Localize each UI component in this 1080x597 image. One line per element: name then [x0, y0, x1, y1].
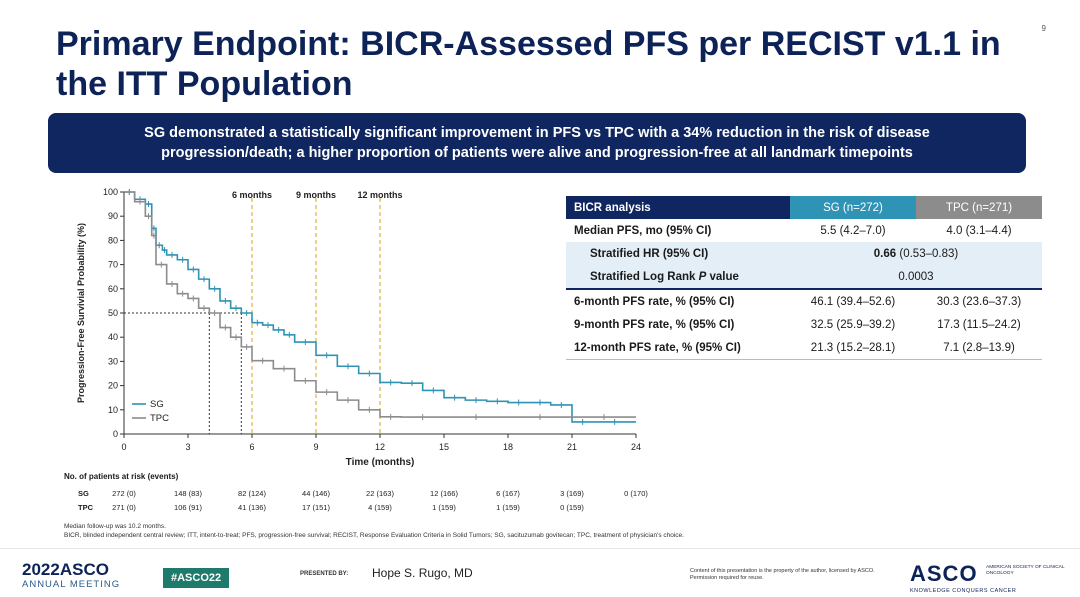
at-risk-label-tpc: TPC — [78, 503, 93, 512]
landmark-label: 9 months — [296, 190, 336, 200]
row-label: 12-month PFS rate, % (95% CI) — [574, 341, 741, 354]
row-hr-value: 0.66 (0.53–0.83) — [790, 242, 1042, 265]
key-finding-banner: SG demonstrated a statistically signific… — [48, 113, 1026, 173]
row-tpc-value: 7.1 (2.8–13.9) — [943, 341, 1015, 354]
page-number: 9 — [1041, 24, 1046, 33]
x-tick-label: 12 — [375, 442, 385, 452]
table-row-median-pfs: Median PFS, mo (95% CI) 5.5 (4.2–7.0) 4.… — [566, 219, 1042, 242]
at-risk-cell: 12 (166) — [430, 489, 458, 498]
row-label: 6-month PFS rate, % (95% CI) — [574, 295, 735, 308]
at-risk-cell: 0 (170) — [624, 489, 648, 498]
y-tick-label: 90 — [108, 211, 118, 221]
y-tick-label: 10 — [108, 405, 118, 415]
y-tick-label: 0 — [113, 429, 118, 439]
banner-text: SG demonstrated a statistically signific… — [144, 125, 930, 161]
row-tpc-value: 4.0 (3.1–4.4) — [946, 224, 1012, 237]
bicr-analysis-table: BICR analysis SG (n=272) TPC (n=271) Med… — [566, 196, 1042, 360]
row-label: Median PFS, mo (95% CI) — [574, 224, 712, 237]
at-risk-cell: 1 (159) — [432, 503, 456, 512]
hashtag-badge: #ASCO22 — [163, 568, 230, 588]
presenter-name: Hope S. Rugo, MD — [372, 566, 473, 580]
x-tick-label: 18 — [503, 442, 513, 452]
at-risk-cell: 3 (169) — [560, 489, 584, 498]
legend-label-sg: SG — [150, 399, 164, 410]
at-risk-cell: 148 (83) — [174, 489, 202, 498]
at-risk-cell: 0 (159) — [560, 503, 584, 512]
table-row-12mo: 12-month PFS rate, % (95% CI) 21.3 (15.2… — [566, 336, 1042, 360]
row-pvalue: 0.0003 — [790, 265, 1042, 290]
landmark-label: 12 months — [357, 190, 402, 200]
row-label: Stratified HR (95% CI) — [566, 242, 790, 265]
asco-society-name: AMERICAN SOCIETY OF CLINICAL ONCOLOGY — [986, 565, 1065, 576]
y-tick-label: 70 — [108, 260, 118, 270]
at-risk-cell: 272 (0) — [112, 489, 136, 498]
y-tick-label: 30 — [108, 356, 118, 366]
footnotes: Median follow-up was 10.2 months. BICR, … — [64, 522, 684, 540]
x-tick-label: 21 — [567, 442, 577, 452]
at-risk-cell: 82 (124) — [238, 489, 266, 498]
table-header-sg: SG (n=272) — [790, 196, 916, 219]
table-row-9mo: 9-month PFS rate, % (95% CI) 32.5 (25.9–… — [566, 313, 1042, 336]
logo-meeting: ANNUAL MEETING — [22, 579, 121, 590]
at-risk-cell: 271 (0) — [112, 503, 136, 512]
y-tick-label: 60 — [108, 284, 118, 294]
abbreviations-note: BICR, blinded independent central review… — [64, 532, 684, 539]
at-risk-cell: 106 (91) — [174, 503, 202, 512]
at-risk-label-sg: SG — [78, 489, 89, 498]
at-risk-table: No. of patients at risk (events) SG TPC … — [64, 472, 664, 520]
hr-ci: (0.53–0.83) — [899, 247, 959, 260]
x-tick-label: 0 — [121, 442, 126, 452]
at-risk-cell: 17 (151) — [302, 503, 330, 512]
x-tick-label: 3 — [185, 442, 190, 452]
hr-estimate: 0.66 — [873, 247, 897, 260]
row-sg-value: 46.1 (39.4–52.6) — [810, 295, 896, 308]
legend-label-tpc: TPC — [150, 413, 169, 424]
km-pfs-chart: 0 10 20 30 40 50 60 70 80 90 100 0 3 6 9 12 15 18 21 24 Time… — [76, 187, 641, 468]
row-sg-value: 21.3 (15.2–28.1) — [810, 341, 896, 354]
y-tick-label: 40 — [108, 332, 118, 342]
asco-society-logo: ASCO AMERICAN SOCIETY OF CLINICAL ONCOLO… — [910, 561, 1064, 594]
y-tick-label: 80 — [108, 235, 118, 245]
row-label: Stratified Log Rank P value — [566, 265, 790, 290]
x-tick-label: 24 — [631, 442, 641, 452]
x-tick-label: 15 — [439, 442, 449, 452]
table-header-tpc: TPC (n=271) — [916, 196, 1042, 219]
logo-asco: ASCO — [59, 560, 109, 579]
y-tick-label: 50 — [108, 308, 118, 318]
asco-wordmark: ASCO — [910, 561, 978, 586]
at-risk-cell: 6 (167) — [496, 489, 520, 498]
table-row-hr: Stratified HR (95% CI) 0.66 (0.53–0.83) — [566, 242, 1042, 265]
row-label: 9-month PFS rate, % (95% CI) — [574, 318, 735, 331]
row-sg-value: 32.5 (25.9–39.2) — [810, 318, 896, 331]
at-risk-cell: 22 (163) — [366, 489, 394, 498]
presented-by-label: PRESENTED BY: — [300, 571, 349, 577]
slide-footer: 2022ASCO ANNUAL MEETING #ASCO22 PRESENTE… — [0, 548, 1080, 597]
asco-tagline: KNOWLEDGE CONQUERS CANCER — [910, 588, 1017, 594]
row-sg-value: 5.5 (4.2–7.0) — [820, 224, 886, 237]
x-tick-label: 6 — [249, 442, 254, 452]
at-risk-title: No. of patients at risk (events) — [64, 472, 179, 481]
at-risk-cell: 1 (159) — [496, 503, 520, 512]
table-header-row: BICR analysis SG (n=272) TPC (n=271) — [566, 196, 1042, 219]
x-tick-label: 9 — [313, 442, 318, 452]
at-risk-cell: 44 (146) — [302, 489, 330, 498]
at-risk-cell: 4 (159) — [368, 503, 392, 512]
landmark-label: 6 months — [232, 190, 272, 200]
at-risk-cell: 41 (136) — [238, 503, 266, 512]
table-row-pvalue: Stratified Log Rank P value 0.0003 — [566, 265, 1042, 290]
y-tick-label: 20 — [108, 381, 118, 391]
asco-annual-meeting-logo: 2022ASCO ANNUAL MEETING — [22, 560, 121, 592]
logo-year: 2022 — [22, 560, 60, 579]
slide-title: Primary Endpoint: BICR-Assessed PFS per … — [56, 25, 1001, 103]
y-axis-label: Progression-Free Survivial Probability (… — [76, 223, 86, 403]
y-tick-label: 100 — [103, 187, 118, 197]
followup-note: Median follow-up was 10.2 months. — [64, 523, 166, 530]
row-tpc-value: 30.3 (23.6–37.3) — [936, 295, 1022, 308]
table-row-6mo: 6-month PFS rate, % (95% CI) 46.1 (39.4–… — [566, 289, 1042, 313]
copyright-note: Content of this presentation is the prop… — [690, 568, 875, 581]
x-axis-label: Time (months) — [346, 457, 415, 468]
km-curve-tpc — [124, 191, 636, 418]
row-tpc-value: 17.3 (11.5–24.2) — [937, 318, 1021, 331]
table-header-label: BICR analysis — [566, 196, 790, 219]
